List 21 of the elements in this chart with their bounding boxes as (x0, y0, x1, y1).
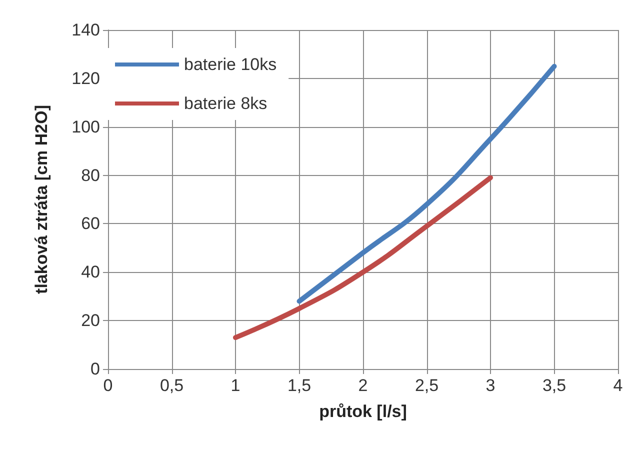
legend-label: baterie 10ks (184, 55, 277, 74)
y-tick-label: 80 (81, 166, 100, 185)
x-tick-label: 1 (230, 376, 240, 395)
x-tick-label: 2,5 (414, 376, 439, 395)
y-tick-label: 60 (81, 214, 100, 234)
x-tick-label: 1,5 (287, 376, 312, 395)
x-axis-title: průtok [l/s] (319, 402, 407, 421)
x-tick-label: 4 (613, 376, 623, 395)
x-tick-label: 0 (103, 376, 113, 395)
y-tick-label: 140 (72, 20, 100, 40)
x-tick-label: 2 (358, 376, 368, 395)
y-tick-label: 0 (90, 360, 100, 378)
y-axis-title: tlaková ztráta [cm H2O] (32, 105, 51, 294)
x-tick-label: 3,5 (542, 376, 566, 395)
y-tick-label: 120 (72, 68, 100, 88)
y-tick-label: 20 (81, 311, 100, 330)
y-tick-label: 40 (81, 262, 100, 282)
x-tick-label: 0,5 (160, 376, 184, 395)
y-tick-label: 100 (72, 117, 100, 136)
legend-label: baterie 8ks (184, 94, 268, 113)
x-tick-label: 3 (486, 376, 496, 395)
